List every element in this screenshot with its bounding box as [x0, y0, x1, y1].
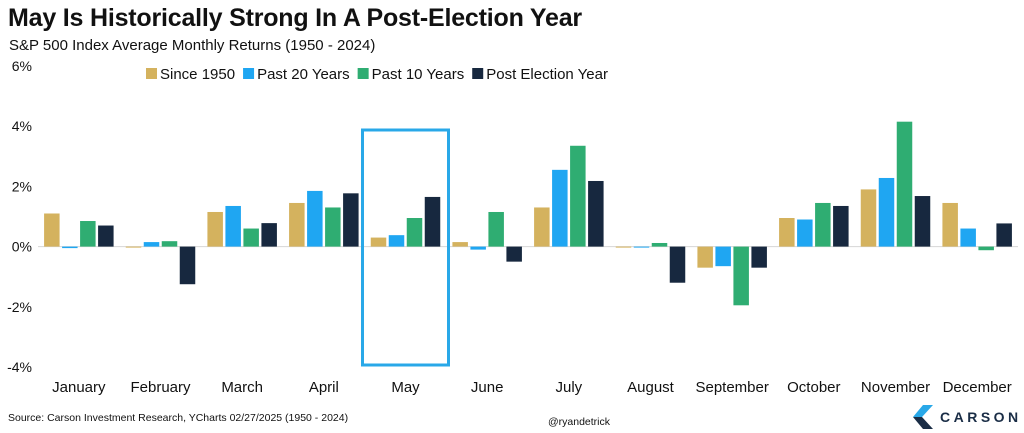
x-tick-label: February: [130, 379, 191, 396]
bar-june-post-election-year: [506, 246, 522, 262]
x-axis: January February March April May June July Augu…: [52, 379, 1012, 396]
bar-february-past-20-years: [143, 242, 160, 247]
bar-november-post-election-year: [914, 196, 931, 247]
bar-february-post-election-year: [179, 246, 196, 285]
legend-swatch: [243, 68, 255, 79]
y-axis: -4% -2% 0% 2% 4% 6%: [7, 58, 32, 375]
y-tick-label: 0%: [12, 239, 32, 255]
legend-label: Past 20 Years: [257, 66, 350, 83]
highlight-group: [361, 128, 450, 367]
bar-april-since-1950: [289, 202, 305, 247]
bar-april-past-10-years: [325, 207, 341, 247]
bar-may-since-1950: [370, 237, 387, 247]
legend-swatch: [472, 68, 484, 79]
x-tick-label: August: [627, 379, 675, 396]
bar-february-past-10-years: [161, 241, 178, 247]
bar-september-since-1950: [697, 246, 713, 268]
x-tick-label: June: [471, 379, 504, 396]
y-tick-label: 2%: [12, 178, 32, 194]
chart-title: May Is Historically Strong In A Post-Ele…: [8, 4, 582, 32]
x-tick-label: October: [787, 379, 840, 396]
bar-november-past-20-years: [878, 177, 895, 247]
x-tick-label: July: [555, 379, 582, 396]
bar-august-post-election-year: [669, 246, 686, 283]
bar-november-since-1950: [860, 189, 877, 247]
x-tick-label: November: [861, 379, 930, 396]
author-handle: @ryandetrick: [548, 416, 611, 428]
x-tick-label: January: [52, 379, 106, 396]
bar-december-post-election-year: [996, 223, 1012, 247]
source-note: Source: Carson Investment Research, YCha…: [8, 412, 349, 424]
bar-october-post-election-year: [833, 205, 849, 247]
bar-july-past-10-years: [570, 145, 586, 247]
chart-subtitle: S&P 500 Index Average Monthly Returns (1…: [9, 37, 376, 54]
bar-june-past-20-years: [470, 246, 486, 250]
highlight-box: [361, 128, 450, 367]
bar-may-past-20-years: [388, 235, 405, 247]
bar-march-past-10-years: [243, 228, 259, 247]
bar-march-since-1950: [207, 211, 223, 247]
bar-march-post-election-year: [261, 223, 277, 247]
y-tick-label: -2%: [7, 299, 32, 315]
bar-may-post-election-year: [424, 196, 441, 247]
logo-text: CARSON: [940, 409, 1022, 425]
legend-swatch: [357, 68, 369, 79]
bar-june-past-10-years: [488, 211, 504, 247]
bar-september-past-20-years: [715, 246, 731, 267]
carson-logo: CARSON: [913, 405, 1022, 429]
bar-january-post-election-year: [98, 225, 114, 247]
bar-august-past-20-years: [633, 246, 650, 248]
bar-january-since-1950: [44, 213, 60, 247]
x-tick-label: May: [391, 379, 420, 396]
bar-july-post-election-year: [588, 180, 604, 247]
y-tick-label: 6%: [12, 58, 32, 74]
bar-february-since-1950: [125, 246, 142, 248]
bar-december-since-1950: [942, 202, 958, 247]
bar-september-post-election-year: [751, 246, 767, 268]
bar-march-past-20-years: [225, 205, 241, 247]
legend-label: Post Election Year: [486, 66, 608, 83]
bar-june-since-1950: [452, 242, 468, 247]
legend-label: Past 10 Years: [372, 66, 465, 83]
x-tick-label: December: [943, 379, 1012, 396]
legend: Since 1950 Past 20 Years Past 10 Years Post…: [146, 66, 608, 83]
x-tick-label: September: [695, 379, 768, 396]
bar-may-past-10-years: [406, 218, 423, 247]
legend-label: Since 1950: [160, 66, 235, 83]
bar-april-post-election-year: [343, 193, 359, 247]
bar-november-past-10-years: [896, 121, 913, 247]
bars: [44, 121, 1012, 306]
bar-january-past-10-years: [80, 221, 96, 247]
bar-october-since-1950: [779, 218, 795, 247]
bar-august-past-10-years: [651, 242, 668, 247]
bar-december-past-10-years: [978, 246, 994, 251]
bar-april-past-20-years: [307, 190, 323, 247]
y-tick-label: 4%: [12, 118, 32, 134]
bar-january-past-20-years: [62, 246, 78, 249]
x-tick-label: March: [221, 379, 263, 396]
legend-swatch: [146, 68, 157, 79]
x-tick-label: April: [309, 379, 339, 396]
bar-december-past-20-years: [960, 228, 976, 247]
y-tick-label: -4%: [7, 359, 32, 375]
carson-mark-icon: [913, 405, 933, 429]
bar-september-past-10-years: [733, 246, 749, 306]
bar-july-since-1950: [534, 207, 550, 247]
bar-july-past-20-years: [552, 169, 568, 247]
bar-august-since-1950: [615, 246, 632, 248]
bar-october-past-10-years: [815, 202, 831, 247]
bar-october-past-20-years: [797, 219, 813, 247]
